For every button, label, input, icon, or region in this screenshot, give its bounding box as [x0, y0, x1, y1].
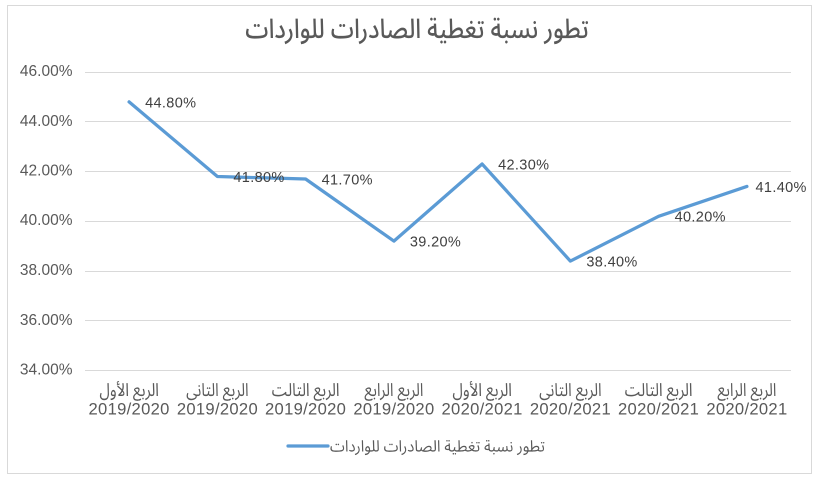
svg-text:46.00%: 46.00%	[20, 63, 73, 80]
svg-text:2019/2020: 2019/2020	[89, 400, 170, 419]
svg-text:41.80%: 41.80%	[233, 170, 284, 186]
svg-text:2020/2021: 2020/2021	[530, 400, 611, 419]
svg-text:41.70%: 41.70%	[322, 172, 373, 188]
svg-text:2019/2020: 2019/2020	[265, 400, 346, 419]
svg-text:41.40%: 41.40%	[756, 180, 807, 196]
svg-text:38.00%: 38.00%	[20, 262, 73, 279]
svg-text:40.00%: 40.00%	[20, 212, 73, 229]
svg-text:2019/2020: 2019/2020	[353, 400, 434, 419]
svg-text:2020/2021: 2020/2021	[706, 400, 787, 419]
svg-text:38.40%: 38.40%	[586, 255, 637, 271]
svg-text:44.00%: 44.00%	[20, 113, 73, 130]
svg-text:2019/2020: 2019/2020	[177, 400, 258, 419]
svg-text:34.00%: 34.00%	[20, 362, 73, 379]
svg-text:42.30%: 42.30%	[498, 157, 549, 173]
svg-text:2020/2021: 2020/2021	[442, 400, 523, 419]
svg-text:42.00%: 42.00%	[20, 163, 73, 180]
svg-text:44.80%: 44.80%	[145, 95, 196, 111]
svg-text:40.20%: 40.20%	[675, 210, 726, 226]
svg-text:36.00%: 36.00%	[20, 312, 73, 329]
svg-text:2020/2021: 2020/2021	[618, 400, 699, 419]
svg-text:39.20%: 39.20%	[410, 235, 461, 251]
